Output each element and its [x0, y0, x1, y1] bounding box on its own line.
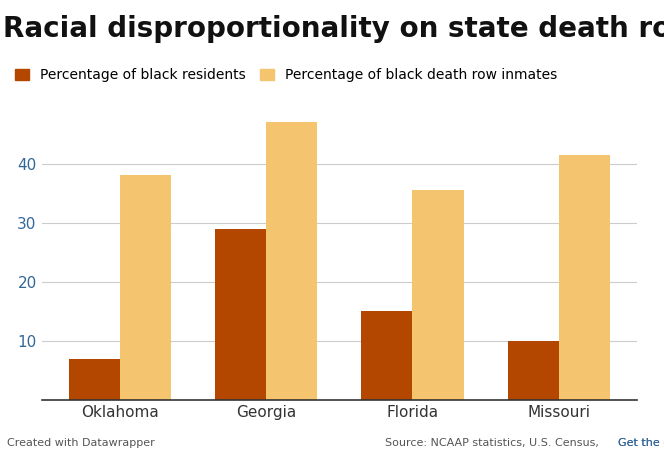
Bar	[120, 175, 171, 400]
Text: Get the data: Get the data	[618, 439, 664, 448]
Text: Racial disproportionality on state death rows: Racial disproportionality on state death…	[3, 15, 664, 43]
Bar	[266, 122, 317, 400]
Text: Get the data: Get the data	[618, 439, 664, 448]
Bar	[559, 154, 610, 400]
Bar	[68, 359, 120, 400]
Bar	[412, 190, 463, 400]
Bar	[215, 229, 266, 400]
Text: Created with Datawrapper: Created with Datawrapper	[7, 439, 155, 448]
Bar	[507, 341, 559, 400]
Legend: Percentage of black residents, Percentage of black death row inmates: Percentage of black residents, Percentag…	[10, 63, 562, 88]
Text: Source: NCAAP statistics, U.S. Census,: Source: NCAAP statistics, U.S. Census,	[385, 439, 599, 448]
Bar	[361, 311, 412, 400]
